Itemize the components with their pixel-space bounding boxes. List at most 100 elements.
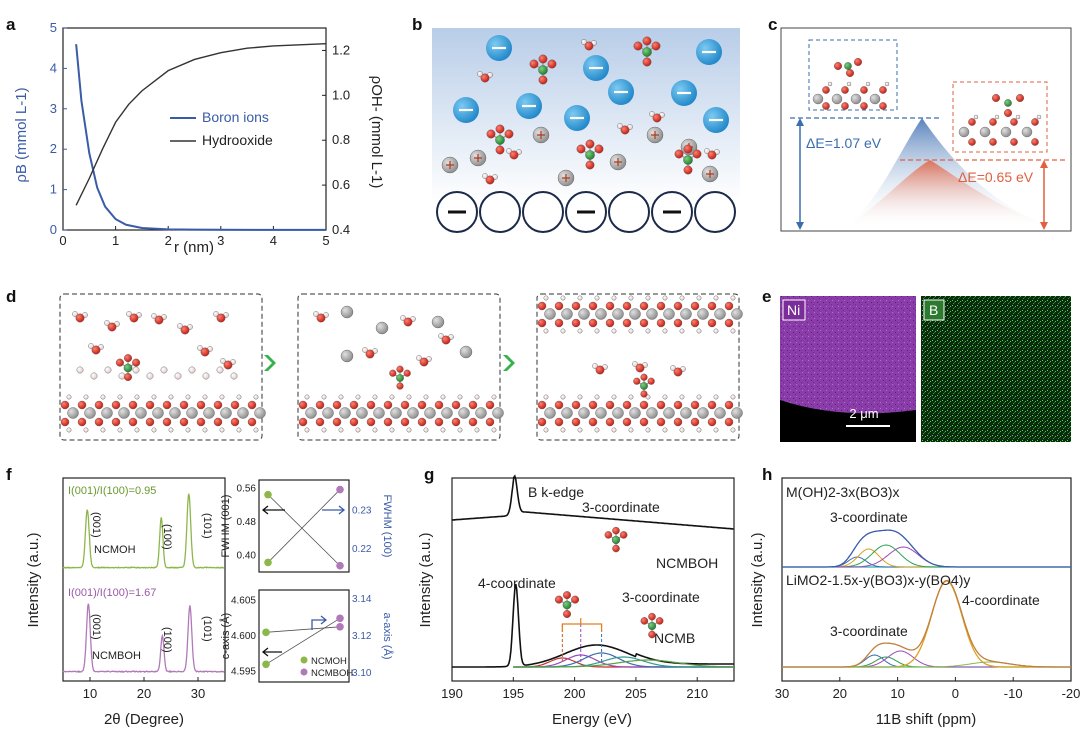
hydrogen-atom — [663, 428, 667, 432]
hydrogen-atom — [390, 395, 394, 399]
inset-axis-content: 4.5954.6004.6053.103.123.14 — [231, 594, 372, 679]
f-xtick-label: 20 — [137, 686, 151, 701]
oxygen-atom — [367, 401, 375, 409]
ncmboh-aaxis-point — [336, 623, 344, 631]
metal-atom — [681, 309, 692, 320]
panel-g-ylabel: Intensity (a.u.) — [417, 532, 434, 627]
hydrogen-atom — [578, 395, 582, 399]
hydrogen-atom — [161, 367, 167, 373]
boron-atom — [683, 155, 692, 164]
a-xtick-label: 5 — [322, 233, 329, 248]
oxygen-atom — [163, 401, 171, 409]
aaxis-tick: 3.10 — [352, 668, 372, 679]
oxygen-atom — [606, 319, 614, 327]
hydrogen-atom — [67, 395, 71, 399]
oxygen-atom — [333, 401, 341, 409]
metal-atom — [391, 408, 402, 419]
oxygen-atom — [606, 418, 614, 426]
oxygen-atom — [129, 401, 137, 409]
hydrogen-atom — [254, 428, 258, 432]
oxygen-atom — [76, 314, 84, 322]
oxygen-atom — [589, 319, 597, 327]
panel-h-ylabel: Intensity (a.u.) — [749, 532, 766, 627]
ratio-ncmboh: I(001)/I(100)=1.67 — [68, 587, 156, 599]
panel-g-molecules — [555, 527, 663, 638]
right-axis-arrow — [322, 506, 344, 514]
boron-atom — [612, 536, 620, 544]
hydrogen-atom — [203, 373, 209, 379]
g-xtick-label: 205 — [625, 686, 647, 701]
oxygen-atom — [530, 60, 538, 68]
hydrogen-atom — [441, 395, 445, 399]
fwhm001-trend — [268, 495, 340, 566]
hydrogen-atom — [646, 329, 650, 333]
hydrogen-atom — [217, 367, 223, 373]
oxygen-atom — [708, 302, 716, 310]
oxygen-atom — [299, 418, 307, 426]
oxygen-atom — [1016, 94, 1024, 102]
metal-atom — [545, 408, 556, 419]
oxygen-atom — [657, 302, 665, 310]
a-ytick-label: 5 — [50, 20, 57, 35]
hydrogen-atom — [995, 115, 999, 119]
oxygen-atom — [108, 323, 116, 331]
oxygen-atom — [860, 102, 867, 109]
oxygen-atom — [420, 358, 428, 366]
hydrogen-atom — [731, 329, 735, 333]
hydrogen-atom — [866, 82, 870, 86]
oxygen-atom — [146, 418, 154, 426]
fwhm100-tick: 0.23 — [352, 506, 372, 517]
hydrogen-atom — [424, 395, 428, 399]
hydrogen-atom — [680, 395, 684, 399]
oxygen-atom — [674, 401, 682, 409]
metal-atom — [221, 408, 232, 419]
inset-caxis-label: c-axis (Å) — [219, 613, 232, 659]
oxygen-atom — [442, 336, 450, 344]
hydrogen-atom — [175, 373, 181, 379]
metal-atom — [376, 322, 388, 334]
hydrogen-atom — [390, 428, 394, 432]
oxygen-atom — [725, 418, 733, 426]
metal-atom — [664, 408, 675, 419]
hydrogen-atom — [663, 329, 667, 333]
oxygen-atom — [572, 302, 580, 310]
oxygen-atom — [641, 617, 648, 624]
dE1-arrowhead-top — [796, 118, 804, 126]
a-xtick-label: 2 — [165, 233, 172, 248]
hydrogen-atom — [680, 329, 684, 333]
panel-f-frame — [63, 478, 225, 681]
metal-atom — [851, 94, 861, 104]
oxygen-atom — [684, 166, 692, 174]
arrow-step-2 — [503, 355, 515, 371]
oxygen-atom — [684, 145, 692, 153]
metal-atom — [408, 408, 419, 419]
oxygen-atom — [572, 418, 580, 426]
hydrogen-atom — [731, 395, 735, 399]
hydrogen-atom — [646, 428, 650, 432]
g-xtick-label: 200 — [564, 686, 586, 701]
panel-label-d: d — [6, 287, 16, 306]
legend-hydrooxide-label: Hydrooxide — [202, 132, 273, 148]
metal-atom — [562, 309, 573, 320]
oxygen-atom — [596, 366, 604, 374]
oxygen-atom — [606, 302, 614, 310]
hydrogen-atom — [561, 329, 565, 333]
oxygen-atom — [563, 610, 571, 618]
oxygen-atom — [538, 302, 546, 310]
hydrogen-atom — [578, 329, 582, 333]
hydrogen-atom — [305, 428, 309, 432]
oxygen-atom — [180, 418, 188, 426]
a-y2tick-label: 0.8 — [332, 132, 350, 147]
metal-atom — [613, 408, 624, 419]
oxygen-atom — [623, 401, 631, 409]
oxygen-atom — [469, 418, 477, 426]
hydrogen-atom — [169, 428, 173, 432]
metal-atom — [119, 408, 130, 419]
ni-label: Ni — [787, 302, 800, 318]
oxygen-atom — [989, 118, 996, 125]
boron-atom — [124, 364, 132, 372]
oxygen-atom — [822, 102, 829, 109]
oxygen-atom — [641, 391, 648, 398]
ncmoh-caxis-point — [262, 661, 270, 669]
oxygen-atom — [197, 418, 205, 426]
